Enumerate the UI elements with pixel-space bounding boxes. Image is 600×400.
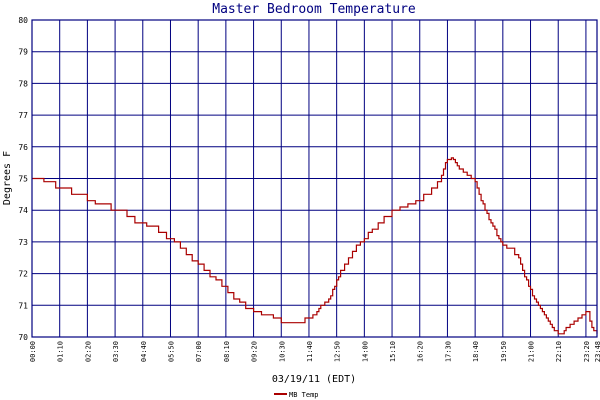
y-tick-label: 76 <box>18 143 28 152</box>
x-tick-label: 07:00 <box>195 341 203 362</box>
x-tick-label: 15:10 <box>389 341 397 362</box>
y-tick-label: 75 <box>18 175 28 184</box>
x-tick-label: 11:40 <box>306 341 314 362</box>
x-axis-label: 03/19/11 (EDT) <box>272 374 356 385</box>
x-tick-label: 10:30 <box>278 341 286 362</box>
y-tick-label: 78 <box>18 79 28 88</box>
x-tick-label: 08:10 <box>223 341 231 362</box>
y-tick-label: 71 <box>18 301 28 310</box>
chart-title: Master Bedroom Temperature <box>212 2 416 17</box>
y-tick-label: 79 <box>18 48 28 57</box>
x-tick-label: 18:40 <box>472 341 480 362</box>
x-tick-label: 09:20 <box>251 341 259 362</box>
x-tick-label: 22:10 <box>555 341 563 362</box>
y-tick-label: 77 <box>18 111 28 120</box>
plot-frame <box>31 19 598 338</box>
series-line-mb-temp <box>32 157 598 335</box>
legend: MB Temp <box>274 391 319 399</box>
grid <box>31 19 598 338</box>
x-tick-label: 21:00 <box>528 341 536 362</box>
series-group <box>32 157 598 335</box>
y-tick-label: 73 <box>18 238 28 247</box>
x-tick-label: 17:30 <box>444 341 452 362</box>
y-tick-label: 74 <box>18 206 28 215</box>
x-tick-label: 19:50 <box>500 341 508 362</box>
x-tick-label: 04:40 <box>140 341 148 362</box>
legend-label: MB Temp <box>289 391 319 399</box>
x-tick-label: 05:50 <box>167 341 175 362</box>
x-tick-label: 02:20 <box>84 341 92 362</box>
y-tick-label: 80 <box>18 16 28 25</box>
x-tick-label: 16:20 <box>417 341 425 362</box>
x-tick-label: 23:48 <box>594 341 600 362</box>
x-tick-label: 03:30 <box>112 341 120 362</box>
x-tick-label: 00:00 <box>29 341 37 362</box>
y-tick-label: 72 <box>18 270 28 279</box>
x-tick-label: 01:10 <box>57 341 65 362</box>
y-ticks: 70 71 72 73 74 75 76 77 78 79 80 <box>18 16 28 342</box>
x-tick-label: 14:00 <box>361 341 369 362</box>
y-axis-label: Degrees F <box>2 151 13 205</box>
y-tick-label: 70 <box>18 333 28 342</box>
x-tick-label: 12:50 <box>334 341 342 362</box>
x-ticks: 00:00 01:10 02:20 03:30 04:40 05:50 07:00 08:10… <box>29 341 600 362</box>
x-tick-label: 23:20 <box>583 341 591 362</box>
